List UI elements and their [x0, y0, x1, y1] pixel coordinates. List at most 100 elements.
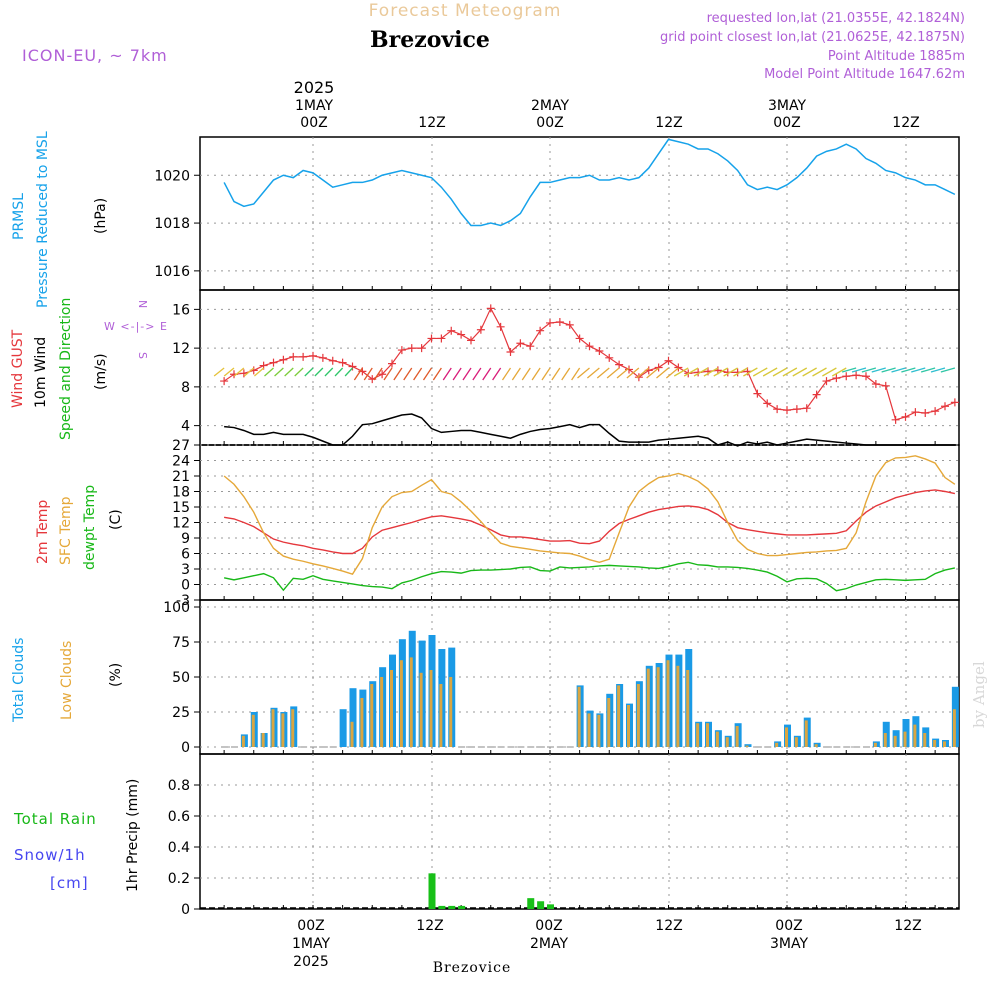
gust-label: Wind GUST — [10, 329, 26, 408]
wind-direction-arrow — [492, 367, 502, 381]
top-year-label: 2025 — [294, 78, 335, 97]
temperature-ytick-label: 12 — [172, 516, 190, 532]
top-day-label: 3MAY — [768, 98, 806, 114]
gust-marker — [871, 379, 880, 388]
wind-direction-arrow — [792, 367, 808, 377]
low-cloud-bar — [577, 686, 581, 747]
gust-marker — [595, 347, 604, 356]
gust-marker — [852, 371, 861, 380]
gust-marker — [950, 398, 959, 407]
precip-bar — [438, 905, 446, 909]
bottom-hour-label: 12Z — [894, 918, 921, 934]
low-cloud-bar — [706, 723, 709, 747]
gust-marker — [911, 408, 920, 417]
low-cloud-bar — [725, 737, 729, 747]
wind-direction-arrow — [703, 367, 719, 377]
wind-frame — [199, 289, 960, 446]
precipitation-ytick-label: 0.8 — [168, 778, 190, 794]
wind-direction-arrow — [911, 367, 926, 373]
wind-line — [224, 413, 955, 447]
gust-marker — [881, 381, 890, 390]
wind-direction-arrow — [551, 367, 561, 381]
low-cloud-bar — [923, 733, 927, 747]
gust-marker — [309, 351, 317, 360]
low-cloud-bar — [775, 742, 779, 747]
pressure-frame — [199, 136, 960, 291]
temp-unit: (C) — [108, 509, 124, 530]
wind-ytick-label: 12 — [172, 341, 190, 357]
bottom-year-label: 2025 — [293, 954, 329, 970]
low-cloud-bar — [439, 684, 443, 747]
gust-marker — [832, 374, 841, 383]
temperature-ytick-label: 15 — [172, 500, 190, 516]
gust-marker — [516, 339, 525, 348]
wind-direction-arrow — [881, 367, 896, 373]
wind-direction-arrow — [577, 367, 590, 379]
model-altitude: Model Point Altitude 1647.62m — [764, 67, 965, 82]
pressure-label: Pressure Reduced to MSL — [35, 131, 51, 308]
bottom-hour-label: 00Z — [775, 918, 802, 934]
wind-direction-arrow — [861, 367, 877, 373]
precip-axis-label: 1hr Precip (mm) — [125, 779, 141, 892]
footer-location: Brezovice — [433, 960, 512, 976]
gust-marker — [486, 304, 495, 313]
wind-direction-arrow — [762, 367, 778, 377]
pressure-labels: PRMSL Pressure Reduced to MSL (hPa) — [11, 131, 109, 308]
wind-direction-arrow — [646, 367, 660, 379]
gust-marker — [842, 372, 851, 381]
gust-marker — [605, 353, 614, 362]
wind-direction-arrow — [831, 367, 847, 377]
requested-coords: requested lon,lat (21.0355E, 42.1824N) — [707, 11, 965, 26]
top-day-label: 1MAY — [295, 98, 333, 114]
snow-unit-label: [cm] — [50, 874, 89, 892]
low-cloud-bar — [883, 733, 887, 747]
temp-line-0 — [224, 489, 956, 555]
wind-direction-arrow — [403, 367, 413, 381]
bottom-hour-label: 12Z — [655, 918, 682, 934]
temp-labels: 2m Temp SFC Temp dewpt Temp (C) — [35, 485, 124, 570]
pressure-line — [223, 138, 956, 227]
low-clouds-label: Low Clouds — [59, 641, 75, 720]
gust-marker — [299, 352, 308, 361]
gust-marker — [289, 352, 298, 361]
precip-bar — [428, 873, 436, 909]
gust-marker — [328, 356, 337, 365]
total-cloud-bar — [349, 688, 357, 747]
clouds-ytick-label: 0 — [181, 740, 190, 756]
low-cloud-bar — [636, 684, 640, 747]
gust-marker — [555, 317, 564, 326]
precip-bar — [547, 904, 554, 909]
temperature-ytick-label: 21 — [172, 469, 190, 485]
gust-marker — [407, 344, 416, 353]
precipitation-ytick-label: 0.4 — [168, 840, 190, 856]
gust-marker — [654, 363, 663, 372]
top-time-axis: 2025 1MAY 00Z 12Z 2MAY 00Z 12Z 3MAY 00Z … — [294, 78, 920, 131]
temperature-ytick-label: 3 — [181, 562, 190, 578]
low-cloud-bar — [745, 745, 749, 747]
precip-bar — [458, 905, 466, 909]
gust-marker — [664, 356, 673, 365]
gust-marker — [269, 358, 278, 367]
wind-direction-arrow — [606, 367, 620, 379]
wind-direction-arrow — [531, 367, 541, 381]
total-rain-label: Total Rain — [13, 810, 97, 828]
point-altitude: Point Altitude 1885m — [828, 49, 965, 64]
low-cloud-bar — [429, 670, 433, 747]
gust-marker — [802, 404, 811, 413]
wind-direction-arrow — [452, 367, 462, 381]
low-cloud-bar — [676, 665, 680, 747]
wind-direction-arrow — [324, 367, 334, 377]
clouds-ytick-label: 75 — [172, 635, 190, 651]
gust-marker — [792, 405, 801, 414]
gust-marker — [437, 334, 446, 343]
gust-marker — [674, 363, 683, 372]
gust-marker — [279, 355, 288, 364]
low-cloud-bar — [587, 713, 591, 747]
prmsl-label: PRMSL — [11, 193, 27, 240]
wind-direction-arrow — [432, 367, 442, 381]
low-cloud-bar — [360, 698, 364, 747]
gust-marker — [506, 348, 515, 356]
low-cloud-bar — [646, 668, 650, 747]
low-cloud-bar — [933, 740, 937, 747]
